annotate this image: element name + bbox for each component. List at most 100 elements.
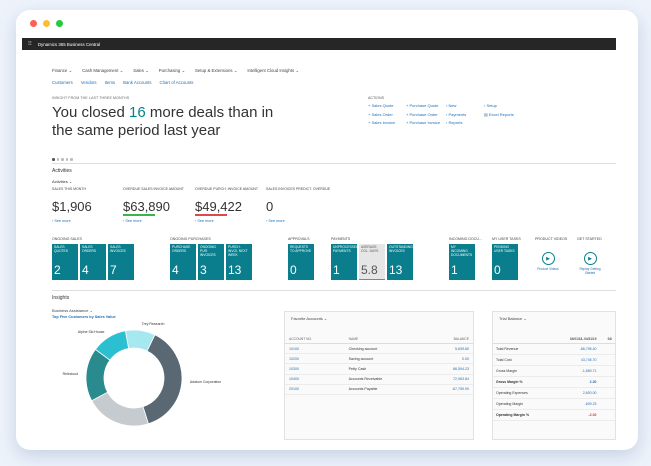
- account-balance[interactable]: 86,594.23: [424, 363, 473, 375]
- table-row[interactable]: Operating Margin -609.23: [493, 398, 615, 410]
- favorite-accounts-title[interactable]: Favorite Accounts ⌄: [291, 316, 328, 321]
- table-row[interactable]: Total Cost 43,745.70: [493, 354, 615, 366]
- tile-group: INCOMING DOCU... MY INCOMING DOCUMENTS 1: [449, 237, 482, 280]
- account-number[interactable]: 20100: [285, 384, 345, 395]
- see-more-link[interactable]: › See more: [52, 218, 71, 223]
- kpi-card[interactable]: OVERDUE PURCH. INVOICE AMOUNT $49,422 › Se…: [195, 187, 265, 223]
- action-link[interactable]: › Payments: [446, 111, 467, 117]
- table-row[interactable]: 10200 Saving account 0.00: [285, 353, 473, 365]
- role-center: Finance ⌄ Cash Management ⌄ Sales ⌄ Purchas…: [22, 50, 616, 440]
- column-header[interactable]: NAME: [344, 335, 425, 344]
- row-value[interactable]: [599, 365, 615, 377]
- nav-menu-item[interactable]: Purchasing ⌄: [158, 68, 186, 73]
- cue-tile[interactable]: SALES QUOTES 2: [52, 244, 78, 280]
- row-value[interactable]: -609.23: [551, 398, 600, 410]
- cue-tile[interactable]: SALES ORDERS 4: [80, 244, 106, 280]
- table-row[interactable]: 10300 Petty Cash 86,594.23: [285, 363, 473, 375]
- cue-tile[interactable]: OUTSTANDING INVOICES 13: [387, 244, 413, 280]
- account-balance[interactable]: 0.00: [424, 353, 473, 365]
- row-value[interactable]: [599, 387, 615, 399]
- row-value[interactable]: [599, 354, 615, 366]
- action-link[interactable]: + Sales Order: [368, 111, 393, 117]
- nav-link[interactable]: Bank Accounts: [123, 80, 152, 85]
- business-assistance-title[interactable]: Business Assistance ⌄: [52, 308, 93, 313]
- close-window-button[interactable]: [30, 19, 37, 27]
- account-number[interactable]: 10200: [285, 353, 345, 365]
- minimize-window-button[interactable]: [43, 19, 50, 27]
- maximize-window-button[interactable]: [56, 19, 63, 27]
- tile-row: UNPROCESSED PAYMENTS 1 AVERAGE COL. DAYS 5.…: [331, 244, 413, 280]
- column-header[interactable]: BALANCE: [424, 335, 473, 344]
- row-value[interactable]: 2.30: [551, 376, 600, 388]
- table-row[interactable]: Operating Margin % -2.02: [493, 409, 615, 421]
- donut-slice[interactable]: [125, 329, 156, 352]
- cue-tile[interactable]: MY INCOMING DOCUMENTS 1: [449, 244, 475, 280]
- tile-label: Product Videos: [537, 267, 559, 271]
- donut-slice[interactable]: [91, 391, 149, 427]
- nav-menu-item[interactable]: Finance ⌄: [52, 68, 73, 73]
- row-value[interactable]: 2,600.00: [551, 387, 600, 399]
- see-more-link[interactable]: › See more: [266, 218, 285, 223]
- kpi-card[interactable]: OVERDUE SALES INVOICE AMOUNT $63,890 › See…: [123, 187, 193, 223]
- cue-tile[interactable]: PURCH. INVOI. NEXT WEEK 13: [226, 244, 252, 280]
- see-more-link[interactable]: › See more: [123, 218, 142, 223]
- row-value[interactable]: -1,669.71: [551, 365, 600, 377]
- action-link[interactable]: › New: [446, 103, 457, 108]
- trial-balance-title[interactable]: Trial Balance ⌄: [499, 316, 527, 321]
- tile-label: PURCH. INVOI. NEXT WEEK: [228, 245, 248, 257]
- table-row[interactable]: 10400 Accounts Receivable 72,963.84: [285, 374, 473, 385]
- row-value[interactable]: [599, 398, 615, 410]
- row-value[interactable]: -86,795.40: [551, 343, 600, 355]
- nav-menu-item[interactable]: Intelligent Cloud Insights ⌄: [247, 68, 299, 73]
- account-balance[interactable]: 72,963.84: [424, 374, 473, 385]
- kpi-card[interactable]: SALES THIS MONTH $1,906 › See more: [52, 187, 122, 223]
- nav-link[interactable]: Items: [104, 80, 116, 85]
- carousel-dots[interactable]: [52, 158, 73, 161]
- action-link[interactable]: + Sales Invoice: [368, 120, 396, 125]
- nav-menu-item[interactable]: Sales ⌄: [133, 68, 149, 73]
- cue-tile[interactable]: AVERAGE COL. DAYS 5.8: [359, 244, 385, 280]
- cue-tile[interactable]: ▶ Product Videos: [535, 244, 561, 280]
- action-link[interactable]: › Reports: [446, 120, 463, 125]
- action-link[interactable]: + Purchase Invoice: [406, 120, 441, 125]
- account-balance[interactable]: 5,639.80: [424, 343, 473, 355]
- action-link[interactable]: + Purchase Quote: [406, 103, 439, 108]
- column-header[interactable]: ACCOUNT NO.: [285, 335, 345, 344]
- nav-menu-item[interactable]: Setup & Extensions ⌄: [195, 68, 238, 73]
- table-row[interactable]: Operating Expenses 2,600.00: [493, 387, 615, 399]
- table-row[interactable]: 10100 Checking account 5,639.80: [285, 343, 473, 355]
- action-link[interactable]: ▤ Excel Reports: [484, 111, 514, 117]
- row-value[interactable]: -2.02: [551, 409, 600, 421]
- row-value[interactable]: [599, 409, 615, 421]
- action-link[interactable]: › Setup: [484, 103, 497, 108]
- cue-tile[interactable]: PURCHASE ORDERS 4: [170, 244, 196, 280]
- nav-link[interactable]: Customers: [52, 80, 73, 85]
- action-link[interactable]: + Purchase Order: [406, 111, 438, 117]
- cue-tile[interactable]: PENDING USER TASKS 0: [492, 244, 518, 280]
- table-row[interactable]: Total Revenue -86,795.40: [493, 343, 615, 355]
- donut-label: Adatum Corporation: [189, 379, 222, 384]
- row-value[interactable]: 43,745.70: [551, 354, 600, 366]
- row-value[interactable]: [599, 343, 615, 355]
- nav-link[interactable]: Vendors: [80, 80, 97, 85]
- account-balance[interactable]: -67,759.90: [424, 384, 473, 395]
- kpi-card[interactable]: SALES INVOICES PREDICT. OVERDUE 0 › See mo…: [266, 187, 336, 223]
- nav-link[interactable]: Chart of Accounts: [159, 80, 194, 85]
- waffle-icon[interactable]: ⁝⁝: [28, 41, 32, 47]
- action-link[interactable]: + Sales Quote: [368, 103, 394, 108]
- cue-tile[interactable]: ▶ Replay Getting Started: [577, 244, 603, 280]
- cue-tile[interactable]: SALES INVOICES 7: [108, 244, 134, 280]
- see-more-link[interactable]: › See more: [195, 218, 214, 223]
- account-number[interactable]: 10400: [285, 374, 345, 385]
- table-row[interactable]: 20100 Accounts Payable -67,759.90: [285, 384, 473, 395]
- cue-tile[interactable]: UNPROCESSED PAYMENTS 1: [331, 244, 358, 280]
- row-value[interactable]: [599, 376, 615, 388]
- table-row[interactable]: Gross Margin % 2.30: [493, 376, 615, 388]
- cue-tile[interactable]: REQUESTS TO APPROVE 0: [288, 244, 314, 280]
- table-row[interactable]: Gross Margin -1,669.71: [493, 365, 615, 377]
- account-number[interactable]: 10100: [285, 343, 345, 355]
- account-number[interactable]: 10300: [285, 363, 345, 375]
- activities-subheading[interactable]: Activities ⌄: [52, 179, 73, 184]
- cue-tile[interactable]: ONGOING PUR. INVOICES 3: [198, 244, 224, 280]
- nav-menu-item[interactable]: Cash Management ⌄: [82, 68, 124, 73]
